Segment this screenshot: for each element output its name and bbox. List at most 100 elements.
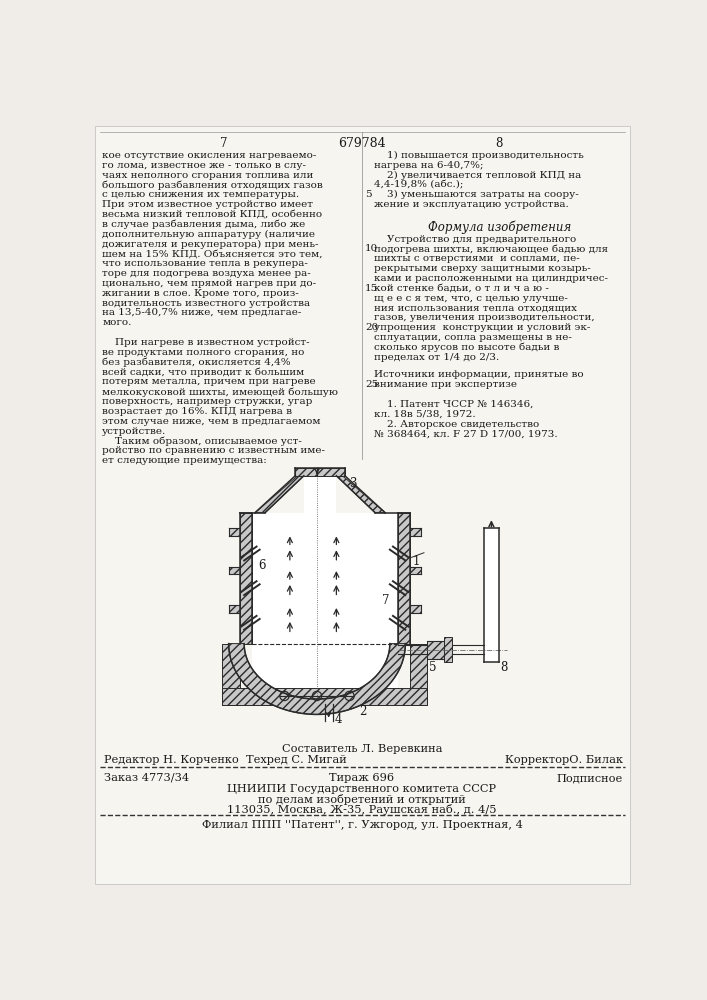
Text: 5: 5: [428, 661, 436, 674]
Text: Заказ 4773/34: Заказ 4773/34: [104, 773, 189, 783]
Text: большого разбавления отходящих газов: большого разбавления отходящих газов: [103, 180, 323, 190]
Bar: [252, 513, 397, 644]
Text: 2) увеличивается тепловой КПД на: 2) увеличивается тепловой КПД на: [373, 171, 581, 180]
Bar: [444, 637, 452, 662]
Text: Редактор Н. Корченко  Техред С. Мигай: Редактор Н. Корченко Техред С. Мигай: [104, 755, 346, 765]
Text: 15: 15: [365, 284, 378, 293]
Text: ве продуктами полного сгорания, но: ве продуктами полного сгорания, но: [103, 348, 305, 357]
Polygon shape: [228, 644, 405, 714]
Text: с целью снижения их температуры.: с целью снижения их температуры.: [103, 190, 300, 199]
Text: 20: 20: [365, 323, 378, 332]
Text: 2: 2: [360, 705, 367, 718]
Text: что использование тепла в рекупера-: что использование тепла в рекупера-: [103, 259, 308, 268]
Text: Формула изобретения: Формула изобретения: [428, 221, 571, 234]
Bar: [252, 644, 397, 705]
Text: кл. 18в 5/38, 1972.: кл. 18в 5/38, 1972.: [373, 410, 475, 419]
Polygon shape: [410, 528, 421, 536]
Text: весьма низкий тепловой КПД, особенно: весьма низкий тепловой КПД, особенно: [103, 210, 322, 219]
Text: торе для подогрева воздуха менее ра-: торе для подогрева воздуха менее ра-: [103, 269, 311, 278]
Text: 4,4-19,8% (абс.);: 4,4-19,8% (абс.);: [373, 180, 463, 189]
Text: 1: 1: [413, 555, 421, 568]
Bar: [304, 476, 337, 514]
Text: 2. Авторское свидетельство: 2. Авторское свидетельство: [373, 420, 539, 429]
Text: 5: 5: [365, 190, 372, 199]
Text: дополнительную аппаратуру (наличие: дополнительную аппаратуру (наличие: [103, 230, 315, 239]
Text: шихты с отверстиями  и соплами, пе-: шихты с отверстиями и соплами, пе-: [373, 254, 579, 263]
Text: чаях неполного сгорания топлива или: чаях неполного сгорания топлива или: [103, 171, 314, 180]
Text: нагрева на 6-40,7%;: нагрева на 6-40,7%;: [373, 161, 483, 170]
Bar: [484, 528, 499, 662]
Text: мелкокусковой шихты, имеющей большую: мелкокусковой шихты, имеющей большую: [103, 387, 339, 397]
Text: на 13,5-40,7% ниже, чем предлагае-: на 13,5-40,7% ниже, чем предлагае-: [103, 308, 302, 317]
Text: сколько ярусов по высоте бадьи в: сколько ярусов по высоте бадьи в: [373, 343, 559, 352]
Text: газов, увеличения производительности,: газов, увеличения производительности,: [373, 313, 594, 322]
Text: упрощения  конструкции и условий эк-: упрощения конструкции и условий эк-: [373, 323, 590, 332]
Text: Таким образом, описываемое уст-: Таким образом, описываемое уст-: [103, 437, 302, 446]
Text: кой стенке бадьи, о т л и ч а ю -: кой стенке бадьи, о т л и ч а ю -: [373, 284, 549, 293]
Bar: [325, 704, 332, 721]
Polygon shape: [228, 567, 240, 574]
Text: потерям металла, причем при нагреве: потерям металла, причем при нагреве: [103, 377, 316, 386]
Polygon shape: [255, 476, 304, 513]
Text: поверхность, например стружки, угар: поверхность, например стружки, угар: [103, 397, 312, 406]
Bar: [427, 641, 444, 659]
Text: дожигателя и рекуператора) при мень-: дожигателя и рекуператора) при мень-: [103, 240, 319, 249]
Text: устройстве.: устройстве.: [103, 427, 167, 436]
Bar: [397, 513, 410, 644]
Text: 7: 7: [221, 137, 228, 150]
Text: 113035, Москва, Ж-35, Раушская наб., д. 4/5: 113035, Москва, Ж-35, Раушская наб., д. …: [227, 804, 497, 815]
Text: 1. Патент ЧССР № 146346,: 1. Патент ЧССР № 146346,: [373, 400, 533, 409]
Text: по делам изобретений и открытий: по делам изобретений и открытий: [258, 794, 466, 805]
Text: в случае разбавления дыма, либо же: в случае разбавления дыма, либо же: [103, 220, 305, 229]
Text: всей садки, что приводит к большим: всей садки, что приводит к большим: [103, 368, 305, 377]
Text: водительность известного устройства: водительность известного устройства: [103, 299, 310, 308]
Polygon shape: [337, 476, 385, 513]
Text: 25: 25: [365, 380, 378, 389]
Text: щ е е с я тем, что, с целью улучше-: щ е е с я тем, что, с целью улучше-: [373, 294, 568, 303]
Text: КорректорО. Билак: КорректорО. Билак: [505, 755, 623, 765]
Text: шем на 15% КПД. Объясняется это тем,: шем на 15% КПД. Объясняется это тем,: [103, 249, 323, 258]
Text: этом случае ниже, чем в предлагаемом: этом случае ниже, чем в предлагаемом: [103, 417, 321, 426]
Text: ками и расположенными на цилиндричес-: ками и расположенными на цилиндричес-: [373, 274, 607, 283]
Bar: [223, 688, 427, 705]
Polygon shape: [410, 567, 421, 574]
Text: го лома, известное же - только в слу-: го лома, известное же - только в слу-: [103, 161, 306, 170]
Text: Составитель Л. Веревкина: Составитель Л. Веревкина: [281, 744, 442, 754]
Text: ройство по сравнению с известным име-: ройство по сравнению с известным име-: [103, 446, 325, 455]
Text: 679784: 679784: [338, 137, 386, 150]
Bar: [296, 468, 345, 476]
Text: мого.: мого.: [103, 318, 132, 327]
Text: внимание при экспертизе: внимание при экспертизе: [373, 380, 517, 389]
Text: 3) уменьшаются затраты на соору-: 3) уменьшаются затраты на соору-: [373, 190, 578, 199]
Text: 10: 10: [365, 244, 378, 253]
Text: возрастает до 16%. КПД нагрева в: возрастает до 16%. КПД нагрева в: [103, 407, 292, 416]
Text: 8: 8: [501, 661, 508, 674]
Text: без разбавителя, окисляется 4,4%: без разбавителя, окисляется 4,4%: [103, 358, 291, 367]
Text: жигании в слое. Кроме того, произ-: жигании в слое. Кроме того, произ-: [103, 289, 299, 298]
Text: рекрытыми сверху защитными козырь-: рекрытыми сверху защитными козырь-: [373, 264, 590, 273]
Text: сплуатации, сопла размещены в не-: сплуатации, сопла размещены в не-: [373, 333, 571, 342]
Polygon shape: [228, 528, 240, 536]
Text: 3: 3: [349, 477, 356, 490]
Text: ционально, чем прямой нагрев при до-: ционально, чем прямой нагрев при до-: [103, 279, 317, 288]
Text: пределах от 1/4 до 2/3.: пределах от 1/4 до 2/3.: [373, 353, 499, 362]
Text: Тираж 696: Тираж 696: [329, 773, 395, 783]
Text: № 368464, кл. F 27 D 17/00, 1973.: № 368464, кл. F 27 D 17/00, 1973.: [373, 430, 557, 439]
Text: ет следующие преимущества:: ет следующие преимущества:: [103, 456, 267, 465]
Text: Подписное: Подписное: [557, 773, 623, 783]
Text: При этом известное устройство имеет: При этом известное устройство имеет: [103, 200, 313, 209]
Polygon shape: [410, 605, 421, 613]
Text: 7: 7: [382, 594, 390, 607]
Text: Устройство для предварительного: Устройство для предварительного: [373, 235, 575, 244]
Text: При нагреве в известном устройст-: При нагреве в известном устройст-: [103, 338, 310, 347]
Text: 1) повышается производительность: 1) повышается производительность: [373, 151, 583, 160]
Text: Источники информации, принятые во: Источники информации, принятые во: [373, 370, 583, 379]
Text: подогрева шихты, включающее бадью для: подогрева шихты, включающее бадью для: [373, 244, 608, 254]
Text: 4: 4: [335, 713, 342, 726]
Text: 6: 6: [258, 559, 266, 572]
Text: кое отсутствие окисления нагреваемо-: кое отсутствие окисления нагреваемо-: [103, 151, 317, 160]
Bar: [410, 644, 427, 705]
Polygon shape: [228, 605, 240, 613]
Text: Филиал ППП ''Патент'', г. Ужгород, ул. Проектная, 4: Филиал ППП ''Патент'', г. Ужгород, ул. П…: [201, 820, 522, 830]
Bar: [223, 644, 240, 705]
